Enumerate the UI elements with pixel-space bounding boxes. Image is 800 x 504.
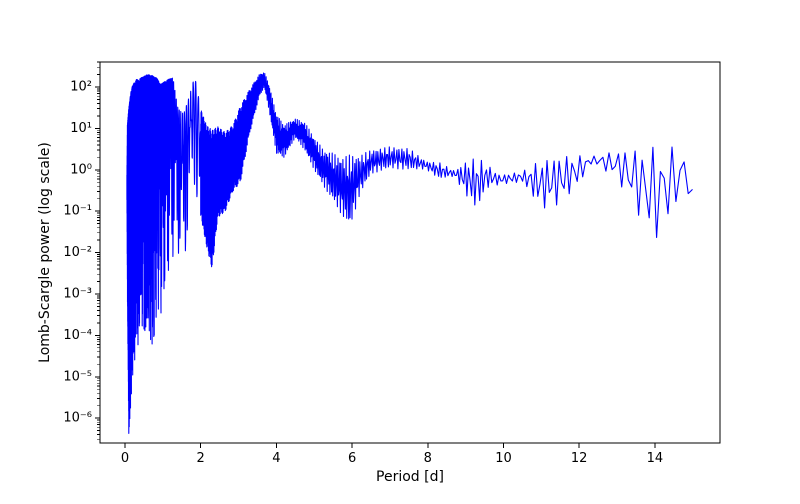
x-tick-label: 0 bbox=[121, 451, 129, 466]
x-tick-label: 8 bbox=[424, 451, 432, 466]
x-tick-label: 14 bbox=[647, 451, 664, 466]
y-tick-label: 10² bbox=[70, 80, 92, 95]
y-axis-label: Lomb-Scargle power (log scale) bbox=[37, 142, 53, 363]
x-axis-label: Period [d] bbox=[376, 469, 444, 485]
x-tick-label: 12 bbox=[571, 451, 588, 466]
x-tick-label: 2 bbox=[197, 451, 205, 466]
y-tick-label: 10⁻⁴ bbox=[63, 328, 92, 343]
axis-ticks bbox=[95, 61, 656, 448]
periodogram-curve bbox=[126, 72, 693, 434]
y-tick-label: 10⁻² bbox=[63, 245, 92, 260]
y-tick-label: 10⁻⁵ bbox=[63, 369, 92, 384]
x-tick-label: 4 bbox=[272, 451, 280, 466]
x-tick-label: 6 bbox=[348, 451, 356, 466]
y-tick-label: 10⁻⁶ bbox=[63, 411, 92, 426]
y-tick-label: 10⁻³ bbox=[63, 286, 92, 301]
curve-layer bbox=[126, 72, 693, 434]
axis-tick-labels: 0 2 4 6 8 10 12 14 10² 10¹ 10⁰ 10⁻¹ 10⁻² 10⁻³ 10⁻⁴ 10⁻⁵… bbox=[63, 80, 663, 466]
x-tick-label: 10 bbox=[495, 451, 512, 466]
y-tick-label: 10⁰ bbox=[70, 162, 92, 177]
y-tick-label: 10⁻¹ bbox=[63, 204, 92, 219]
y-tick-label: 10¹ bbox=[70, 121, 92, 136]
